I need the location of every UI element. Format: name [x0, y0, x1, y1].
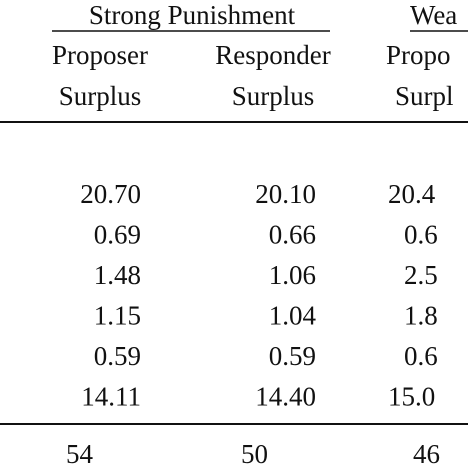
cell: 1.04: [269, 301, 317, 331]
cell: 0.6: [404, 220, 438, 250]
cell: 1.8: [404, 301, 438, 331]
column-header: Surpl: [395, 81, 454, 111]
column-header: Proposer: [52, 40, 148, 70]
cell: 14.11: [81, 382, 141, 412]
cell: 0.59: [94, 341, 141, 371]
cell: 2.5: [404, 260, 438, 290]
cell: 20.10: [255, 179, 316, 209]
group-header: Strong Punishment: [89, 0, 296, 30]
footer-cell: 46: [413, 439, 440, 468]
cell: 15.0: [388, 382, 435, 412]
footer-cell: 50: [241, 439, 268, 468]
cell: 1.06: [269, 260, 316, 290]
cell: 1.48: [94, 260, 141, 290]
column-header: Surplus: [232, 81, 315, 111]
cell: 14.40: [255, 382, 316, 412]
group-header: Wea: [410, 0, 457, 30]
column-header: Surplus: [59, 81, 142, 111]
column-header: Responder: [215, 40, 330, 70]
cell: 0.59: [269, 341, 316, 371]
cell: 20.4: [388, 179, 436, 209]
cell: 20.70: [80, 179, 141, 209]
cell: 0.69: [94, 220, 141, 250]
cell: 0.6: [404, 341, 438, 371]
cell: 0.66: [269, 220, 316, 250]
cell: 1.15: [94, 301, 141, 331]
column-header: Propo: [386, 40, 451, 70]
footer-cell: 54: [66, 439, 94, 468]
